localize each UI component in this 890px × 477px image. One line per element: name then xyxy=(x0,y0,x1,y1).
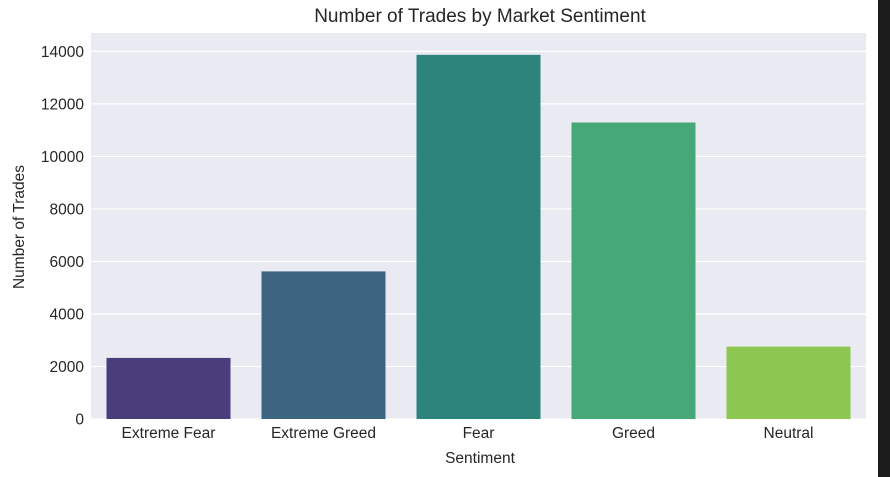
x-tick-label: Extreme Greed xyxy=(271,425,376,442)
x-tick-label: Neutral xyxy=(764,425,814,442)
x-tick-labels: Extreme Fear Extreme Greed Fear Greed Neutra… xyxy=(122,425,814,442)
window-edge xyxy=(878,0,890,477)
bar-fear xyxy=(416,54,541,420)
y-tick-label: 4000 xyxy=(50,306,85,323)
y-tick-label: 12000 xyxy=(41,96,84,113)
y-tick-label: 14000 xyxy=(41,44,84,61)
chart-title: Number of Trades by Market Sentiment xyxy=(314,6,646,27)
bar-extreme-fear xyxy=(106,357,231,419)
x-tick-label: Fear xyxy=(463,425,495,442)
bar-extreme-greed xyxy=(261,271,386,419)
y-tick-labels: 0 2000 4000 6000 8000 10000 12000 14000 xyxy=(41,44,84,429)
y-tick-label: 6000 xyxy=(50,254,85,271)
y-tick-label: 0 xyxy=(75,412,84,429)
y-tick-label: 10000 xyxy=(41,149,84,166)
y-tick-label: 2000 xyxy=(50,359,85,376)
y-axis-label: Number of Trades xyxy=(11,165,28,289)
x-tick-label: Extreme Fear xyxy=(122,425,216,442)
y-tick-label: 8000 xyxy=(50,201,85,218)
x-axis-label: Sentiment xyxy=(445,450,515,467)
bar-neutral xyxy=(726,346,851,419)
bars xyxy=(106,54,851,420)
x-tick-label: Greed xyxy=(612,425,655,442)
bar-greed xyxy=(571,122,696,419)
